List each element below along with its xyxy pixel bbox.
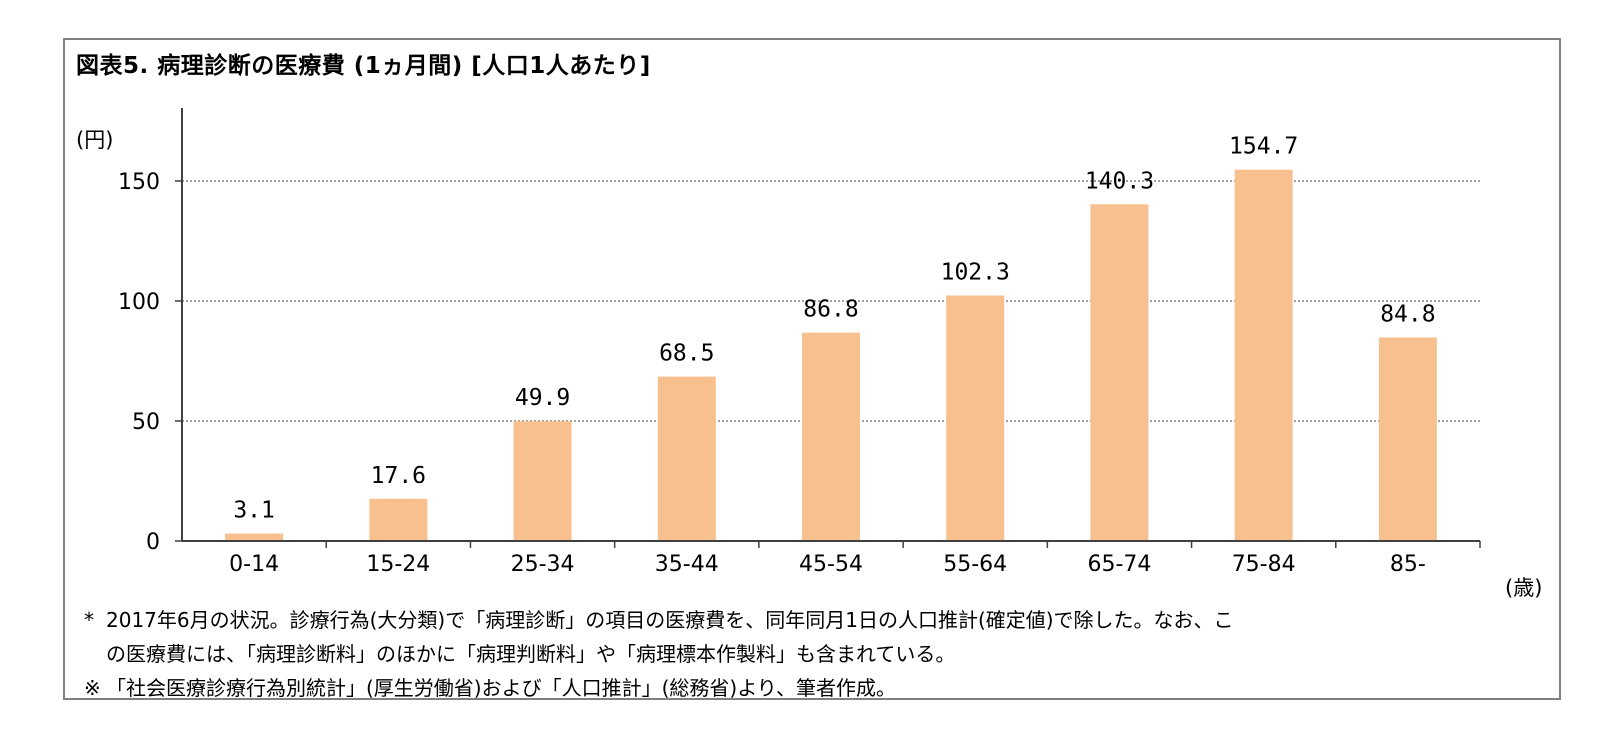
x-tick-label: 0-14 — [229, 552, 279, 577]
chart-title: 図表5. 病理診断の医療費 (1ヵ月間) [人口1人あたり] — [76, 53, 651, 79]
data-label: 154.7 — [1229, 134, 1298, 160]
bar — [1378, 337, 1437, 541]
y-tick-label: 0 — [146, 530, 160, 555]
footnote-text: 2017年6月の状況。診療行為(大分類)で「病理診断」の項目の医療費を、同年同月… — [106, 608, 1234, 632]
bar — [1234, 169, 1293, 541]
footnote-text: の医療費には、「病理診断料」のほかに「病理判断料」や「病理標本作製料」も含まれて… — [106, 642, 956, 666]
x-tick-label: 35-44 — [655, 552, 719, 577]
data-label: 102.3 — [941, 259, 1010, 285]
chart-frame — [63, 38, 1561, 700]
axes — [175, 108, 1481, 548]
bar — [513, 421, 572, 541]
x-tick-label: 65-74 — [1087, 552, 1151, 577]
bar — [225, 533, 284, 541]
x-tick-label: 25-34 — [511, 552, 575, 577]
x-tick-label: 55-64 — [943, 552, 1007, 577]
x-tick-label: 15-24 — [366, 552, 430, 577]
footnote-2: の医療費には、「病理診断料」のほかに「病理判断料」や「病理標本作製料」も含まれて… — [106, 638, 955, 667]
y-tick-label: 100 — [118, 290, 160, 315]
x-tick-label: 85- — [1390, 552, 1426, 577]
data-label: 86.8 — [803, 297, 858, 323]
footnote-text: 「社会医療診療行為別統計」(厚生労働省)および「人口推計」(総務省)より、筆者作… — [106, 676, 897, 700]
data-label: 140.3 — [1085, 168, 1154, 194]
bar — [657, 376, 716, 541]
footnote-mark: * — [84, 608, 94, 632]
data-label: 68.5 — [659, 341, 714, 367]
data-label: 3.1 — [233, 498, 275, 524]
bars — [225, 169, 1437, 541]
bar — [802, 332, 860, 541]
footnote-mark: ※ — [84, 676, 101, 700]
bar — [946, 295, 1005, 541]
footnote-1: * 2017年6月の状況。診療行為(大分類)で「病理診断」の項目の医療費を、同年同… — [84, 604, 1234, 633]
x-tick-label: 45-54 — [799, 552, 863, 577]
y-tick-label: 150 — [118, 170, 160, 195]
data-label: 17.6 — [371, 463, 426, 489]
x-tick-label: 75-84 — [1232, 552, 1296, 577]
y-axis-unit: (円) — [76, 128, 114, 152]
data-label: 84.8 — [1380, 301, 1435, 327]
bar — [369, 498, 428, 541]
data-label: 49.9 — [515, 385, 570, 411]
y-tick-label: 50 — [132, 410, 160, 435]
footnote-3: ※ 「社会医療診療行為別統計」(厚生労働省)および「人口推計」(総務省)より、筆者… — [84, 672, 896, 701]
x-axis-unit: (歳) — [1505, 576, 1543, 600]
labels: 0 50 100 150 0-14 3.1 15-24 17.6 25-34 49.9 35-44 6… — [118, 134, 1436, 577]
bar — [1090, 204, 1149, 541]
